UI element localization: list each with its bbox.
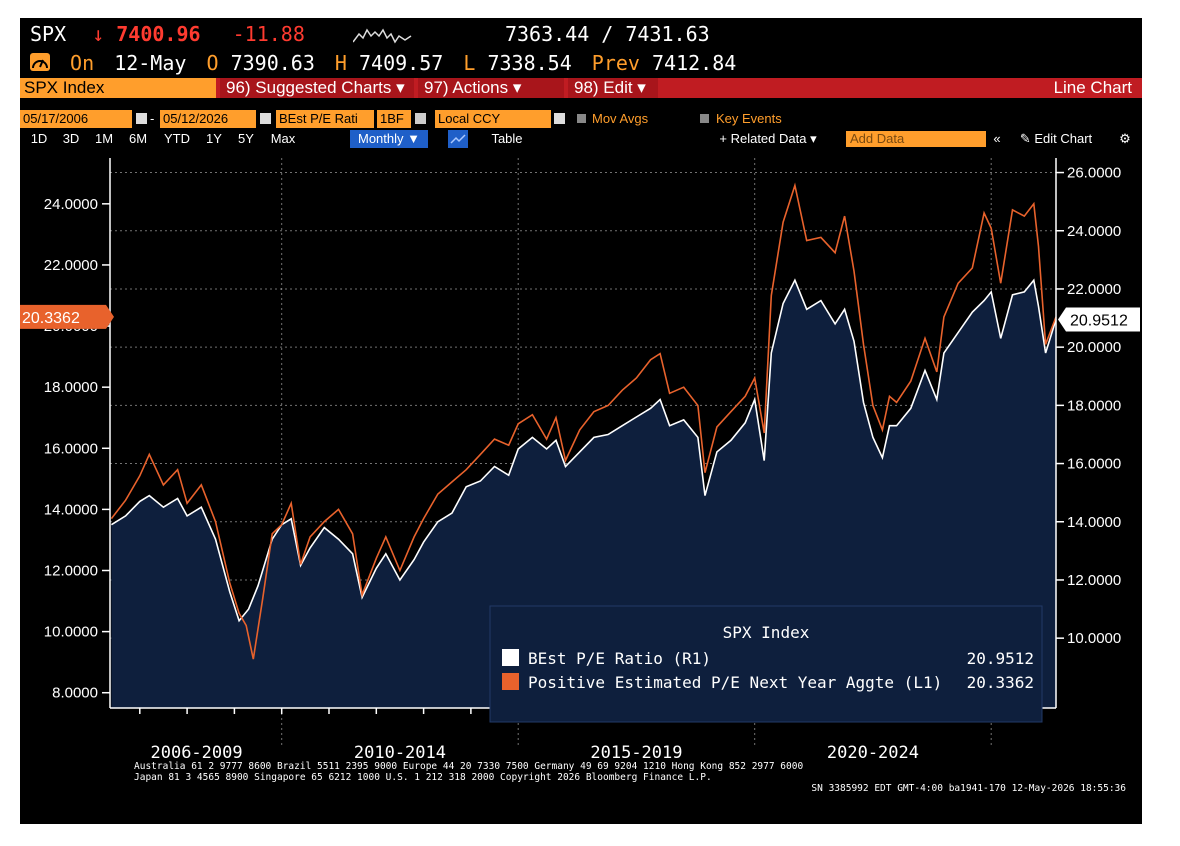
legend-swatch-white — [502, 649, 519, 666]
right-last-value-tag: 20.9512 — [1058, 307, 1140, 332]
left-axis-label: 14.0000 — [44, 501, 98, 518]
low-label: L — [463, 51, 476, 75]
left-axis-label: 12.0000 — [44, 563, 98, 580]
right-last-value: 20.9512 — [1070, 313, 1128, 330]
right-axis-label: 10.0000 — [1067, 630, 1121, 647]
quote-row: SPX ↓ 7400.96 -11.88 7363.44 / 7431.63 — [30, 22, 710, 48]
legend-value-best-pe: 20.9512 — [967, 649, 1034, 668]
frequency-selector[interactable]: Monthly ▼ — [350, 130, 428, 148]
x-axis-label: 2015-2019 — [590, 743, 682, 763]
open-value: 7390.63 — [230, 51, 315, 75]
range-max[interactable]: Max — [270, 131, 296, 146]
down-arrow-icon: ↓ — [92, 22, 105, 46]
range-3d[interactable]: 3D — [62, 131, 80, 146]
pe-ratio-chart: 8.0000 10.0000 12.0000 14.0000 16.0000 18.000… — [20, 158, 1140, 794]
best-pe-line — [110, 278, 1057, 623]
range-toolbar: 1D 3D 1M 6M YTD 1Y 5Y Max Monthly ▼ Tabl… — [20, 130, 1142, 148]
x-axis-label: 2006-2009 — [150, 743, 242, 763]
high-value: 7409.57 — [359, 51, 444, 75]
collapse-icon[interactable]: « — [993, 131, 1001, 146]
end-date-field[interactable]: 05/12/2026 — [160, 110, 256, 128]
x-axis-label: 2020-2024 — [827, 743, 919, 763]
bloomberg-terminal-panel: SPX ↓ 7400.96 -11.88 7363.44 / 7431.63 O… — [20, 18, 1142, 824]
right-axis-label: 18.0000 — [1067, 397, 1121, 414]
positive-est-pe-line — [110, 182, 1057, 660]
left-last-value-tag: 20.3362 — [20, 304, 114, 329]
quote-date: 12-May — [114, 51, 187, 75]
prev-value: 7412.84 — [652, 51, 737, 75]
gauge-icon[interactable] — [30, 53, 50, 71]
table-button[interactable]: Table — [491, 131, 523, 146]
right-axis-label: 20.0000 — [1067, 339, 1121, 356]
ohlc-row: On 12-May O 7390.63 H 7409.57 L 7338.54 … — [30, 51, 736, 77]
footer-line-3: SN 3385992 EDT GMT-4:00 ba1941-170 12-Ma… — [811, 783, 1126, 794]
left-axis-label: 10.0000 — [44, 624, 98, 641]
legend-label-positive-pe: Positive Estimated P/E Next Year Aggte (… — [528, 673, 942, 692]
chart-type-label: Line Chart — [1053, 78, 1132, 97]
chart-legend: SPX Index BEst P/E Ratio (R1) 20.9512 Po… — [489, 605, 1043, 723]
range-5y[interactable]: 5Y — [238, 131, 254, 146]
tab-edit[interactable]: 98) Edit ▾ — [568, 78, 658, 98]
field-selector[interactable]: BEst P/E Rati — [276, 110, 374, 128]
left-axis-label: 22.0000 — [44, 257, 98, 274]
high-label: H — [334, 51, 347, 75]
legend-swatch-orange — [502, 673, 519, 690]
footer-line-2: Japan 81 3 4565 8900 Singapore 65 6212 1… — [134, 772, 712, 783]
dropdown-icon[interactable] — [415, 113, 426, 124]
left-axis-label: 16.0000 — [44, 440, 98, 457]
mov-avgs-checkbox[interactable] — [577, 114, 586, 123]
calendar-icon[interactable] — [136, 113, 147, 124]
edit-chart-button[interactable]: ✎ Edit Chart — [1019, 131, 1093, 146]
left-last-value: 20.3362 — [22, 310, 80, 327]
mov-avgs-label[interactable]: Mov Avgs — [592, 111, 649, 126]
legend-label-best-pe: BEst P/E Ratio (R1) — [528, 649, 711, 668]
left-axis-label: 18.0000 — [44, 379, 98, 396]
range-ytd[interactable]: YTD — [164, 131, 190, 146]
market-status: On — [70, 51, 95, 75]
footer-line-1: Australia 61 2 9777 8600 Brazil 5511 239… — [134, 761, 803, 772]
right-axis-label: 26.0000 — [1067, 165, 1121, 182]
tab-bar: SPX Index 96) Suggested Charts ▾ 97) Act… — [20, 78, 1142, 98]
best-pe-area — [111, 280, 1056, 708]
range-1d[interactable]: 1D — [30, 131, 48, 146]
low-value: 7338.54 — [487, 51, 572, 75]
range-1m[interactable]: 1M — [94, 131, 114, 146]
tab-actions[interactable]: 97) Actions ▾ — [418, 78, 564, 98]
tab-index[interactable]: SPX Index — [20, 78, 216, 98]
add-data-input[interactable]: Add Data — [846, 131, 986, 147]
gear-icon[interactable]: ⚙ — [1119, 131, 1131, 146]
start-date-field[interactable]: 05/17/2006 — [20, 110, 132, 128]
last-price: 7400.96 — [116, 22, 201, 46]
right-axis-label: 14.0000 — [1067, 514, 1121, 531]
controls-row: 05/17/2006 - 05/12/2026 BEst P/E Rati 1B… — [20, 110, 1142, 128]
calendar-icon[interactable] — [260, 113, 271, 124]
prev-label: Prev — [591, 51, 640, 75]
right-axis-label: 24.0000 — [1067, 223, 1121, 240]
x-axis-label: 2010-2014 — [354, 743, 446, 763]
currency-selector[interactable]: Local CCY — [435, 110, 551, 128]
left-axis-label: 24.0000 — [44, 196, 98, 213]
right-axis-label: 22.0000 — [1067, 281, 1121, 298]
range-6m[interactable]: 6M — [128, 131, 148, 146]
net-change: -11.88 — [232, 22, 305, 46]
left-axis-label: 8.0000 — [52, 685, 98, 702]
ticker-symbol: SPX — [30, 22, 67, 46]
right-axis-label: 12.0000 — [1067, 572, 1121, 589]
right-axis-label: 16.0000 — [1067, 456, 1121, 473]
related-data-button[interactable]: + Related Data ▾ — [719, 131, 817, 146]
range-1y[interactable]: 1Y — [206, 131, 222, 146]
legend-title: SPX Index — [723, 623, 810, 642]
dropdown-icon[interactable] — [554, 113, 565, 124]
field-code[interactable]: 1BF — [377, 110, 411, 128]
date-separator: - — [150, 111, 155, 126]
sparkline-icon — [352, 26, 413, 46]
key-events-checkbox[interactable] — [700, 114, 709, 123]
tab-suggested-charts[interactable]: 96) Suggested Charts ▾ — [220, 78, 414, 98]
open-label: O — [206, 51, 219, 75]
legend-value-positive-pe: 20.3362 — [967, 673, 1034, 692]
bid-ask: 7363.44 / 7431.63 — [504, 22, 710, 46]
key-events-label[interactable]: Key Events — [716, 111, 782, 126]
line-chart-icon[interactable] — [448, 130, 468, 148]
